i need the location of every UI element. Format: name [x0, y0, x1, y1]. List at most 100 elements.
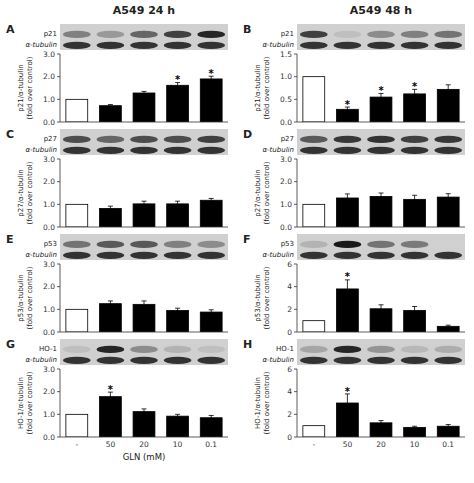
error-line	[110, 206, 111, 211]
bar	[167, 85, 189, 122]
blot-band	[334, 252, 362, 259]
y-tick-label: 0.0	[280, 118, 292, 127]
y-tick	[294, 437, 297, 438]
y-tick-label: 2.0	[43, 72, 55, 81]
panel: HHO-1α-tubulin*0246-5020100.1HO-1/α-tubu…	[243, 338, 465, 449]
y-axis-label-line: (fold over control)	[263, 161, 271, 224]
bar	[133, 412, 155, 437]
y-tick-label: 0.0	[43, 328, 55, 337]
bar	[404, 427, 426, 437]
bar	[99, 106, 121, 122]
error-line	[448, 194, 449, 201]
blot-band	[97, 252, 125, 259]
blot-band	[300, 136, 328, 143]
blot-band	[434, 147, 462, 154]
x-tick-label: 50	[106, 440, 116, 449]
error-cap	[142, 206, 147, 207]
blot-band	[164, 252, 192, 259]
blot-band	[130, 357, 158, 364]
blot-band	[334, 136, 362, 143]
error-line	[144, 301, 145, 308]
blot-band	[97, 241, 125, 248]
y-tick-label: 2.0	[43, 177, 55, 186]
blot-band	[164, 241, 192, 248]
bar	[370, 196, 392, 227]
significance: *	[345, 386, 351, 397]
y-tick-label: 1.5	[280, 50, 292, 59]
bar	[66, 204, 88, 227]
y-tick	[294, 332, 297, 333]
error-line	[347, 394, 348, 412]
error-line	[144, 201, 145, 206]
blot-band	[97, 357, 125, 364]
blot-band	[63, 346, 91, 353]
y-tick	[57, 414, 60, 415]
error-cap	[108, 206, 113, 207]
y-tick-label: 0.0	[43, 433, 55, 442]
blot-label: HO-1	[276, 345, 294, 353]
error-line	[211, 415, 212, 420]
blot-background	[297, 24, 465, 50]
blot-band	[367, 31, 395, 38]
blot-band	[367, 241, 395, 248]
error-bar	[345, 194, 350, 202]
blot-band	[334, 346, 362, 353]
error-cap	[345, 193, 350, 194]
blot-band	[367, 357, 395, 364]
panel: Dp27α-tubulin0.01.02.03.0p27/α-tubulin(f…	[243, 128, 465, 232]
blot-label: p53	[281, 240, 294, 248]
y-tick-label: 1.0	[43, 200, 55, 209]
error-line	[381, 305, 382, 313]
y-tick	[57, 309, 60, 310]
error-cap	[175, 414, 180, 415]
y-tick-label: 0.0	[43, 223, 55, 232]
x-tick-label: 20	[139, 440, 149, 449]
blot-label: α-tubulin	[262, 356, 294, 364]
bar	[437, 89, 459, 122]
y-tick	[294, 204, 297, 205]
blot-band	[434, 357, 462, 364]
error-cap	[108, 300, 113, 301]
bar	[200, 418, 222, 437]
bar	[167, 310, 189, 332]
blot-label: α-tubulin	[262, 41, 294, 49]
error-cap	[175, 308, 180, 309]
panel: A549 48 hBp21α-tubulin***0.00.51.01.5p21…	[243, 4, 465, 127]
bar	[303, 77, 325, 122]
panel-label: G	[6, 338, 15, 351]
bar	[336, 109, 358, 122]
panel-label: D	[243, 128, 252, 141]
blot-band	[434, 136, 462, 143]
y-tick-label: 1.0	[43, 95, 55, 104]
panel: Cp27α-tubulin0.01.02.03.0p27/α-tubulin(f…	[6, 128, 228, 232]
bar	[99, 397, 121, 437]
blot-band	[300, 241, 328, 248]
error-cap	[446, 325, 451, 326]
blot-band	[97, 147, 125, 154]
y-tick	[294, 264, 297, 265]
bar	[404, 94, 426, 122]
bar	[200, 312, 222, 332]
error-line	[177, 308, 178, 313]
error-cap	[142, 307, 147, 308]
blot-band	[300, 42, 328, 49]
error-line	[347, 194, 348, 202]
x-axis	[297, 332, 465, 333]
blot-band	[197, 346, 225, 353]
error-bar	[379, 421, 384, 426]
y-tick-label: 3.0	[43, 260, 55, 269]
y-tick-label: 2	[287, 305, 292, 314]
error-line	[177, 414, 178, 418]
error-cap	[209, 314, 214, 315]
error-bar	[379, 193, 384, 200]
y-axis	[60, 159, 61, 227]
y-tick	[57, 204, 60, 205]
plot-area	[303, 193, 459, 227]
error-bar	[379, 305, 384, 313]
bar	[133, 304, 155, 332]
y-axis-label-line: (fold over control)	[26, 371, 34, 434]
bar	[167, 204, 189, 227]
error-cap	[379, 199, 384, 200]
y-tick	[294, 309, 297, 310]
blot-band	[334, 357, 362, 364]
